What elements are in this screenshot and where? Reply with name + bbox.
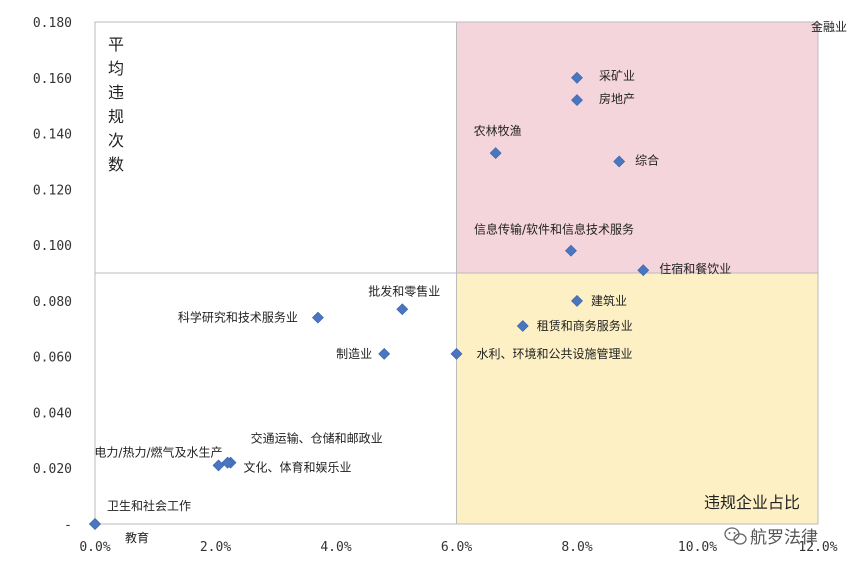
- quadrant-high-high: [456, 22, 818, 273]
- y-tick-label: -: [64, 518, 72, 533]
- data-point: [613, 155, 626, 168]
- point-label: 卫生和社会工作: [107, 498, 191, 513]
- point-label: 采矿业: [599, 69, 635, 83]
- point-label: 房地产: [599, 91, 635, 106]
- point-label: 综合: [635, 152, 659, 167]
- point-label: 文化、体育和娱乐业: [244, 460, 352, 475]
- data-point: [516, 320, 529, 332]
- x-tick-label: 4.0%: [320, 540, 351, 555]
- data-points: [89, 71, 650, 530]
- point-label: 金融业: [811, 19, 847, 34]
- point-label: 建筑业: [591, 293, 627, 308]
- data-point: [378, 347, 391, 360]
- y-tick-label: 0.120: [33, 183, 72, 198]
- data-point: [637, 264, 650, 277]
- y-axis-label-char: 规: [108, 107, 124, 126]
- data-point: [89, 518, 101, 530]
- y-tick-label: 0.180: [33, 16, 72, 31]
- data-point: [571, 71, 583, 84]
- y-axis-label-char: 违: [108, 83, 124, 102]
- y-tick-label: 0.140: [33, 128, 72, 143]
- point-label: 科学研究和技术服务业: [178, 310, 298, 325]
- data-point: [212, 459, 225, 472]
- y-tick-label: 0.160: [33, 72, 72, 87]
- data-point: [221, 456, 234, 469]
- data-point: [312, 311, 324, 324]
- y-tick-label: 0.020: [33, 462, 72, 477]
- x-axis-ticks: 0.0% 2.0% 4.0% 6.0% 8.0% 10.0% 12.0%: [79, 540, 837, 555]
- y-axis-label-char: 数: [108, 155, 124, 174]
- data-point: [489, 147, 502, 160]
- point-label: 交通运输、仓储和邮政业: [251, 431, 383, 446]
- y-axis-ticks: - 0.020 0.040 0.060 0.080 0.100 0.120 0.140 0.16…: [33, 16, 72, 533]
- point-label: 农林牧渔: [474, 124, 522, 138]
- wechat-icon: [724, 527, 747, 545]
- point-labels: 金融业采矿业房地产农林牧渔综合信息传输/软件和信息技术服务住宿和餐饮业批发和零售…: [94, 19, 847, 545]
- point-label: 水利、环境和公共设施管理业: [477, 346, 633, 361]
- data-point: [565, 244, 577, 257]
- data-point: [396, 303, 409, 316]
- point-label: 信息传输/软件和信息技术服务: [474, 222, 634, 237]
- point-label: 住宿和餐饮业: [659, 261, 731, 276]
- y-axis-label-char: 平: [108, 35, 124, 54]
- x-axis-label: 违规企业占比: [704, 493, 800, 512]
- watermark-text: 航罗法律: [750, 528, 818, 548]
- y-tick-label: 0.080: [33, 295, 72, 310]
- data-point: [571, 94, 583, 107]
- point-label: 电力/热力/燃气及水生产: [94, 444, 222, 459]
- x-tick-label: 2.0%: [200, 540, 231, 555]
- watermark: 航罗法律: [724, 527, 818, 548]
- x-tick-label: 0.0%: [79, 540, 110, 555]
- x-tick-label: 12.0%: [798, 540, 837, 555]
- data-point: [571, 294, 583, 307]
- y-axis-label-char: 均: [108, 59, 124, 78]
- data-point: [450, 347, 463, 360]
- quadrant-high-low: [456, 273, 818, 524]
- point-label: 批发和零售业: [368, 283, 440, 298]
- point-label: 租赁和商务服务业: [537, 318, 633, 333]
- y-tick-label: 0.040: [33, 406, 72, 421]
- x-tick-label: 10.0%: [678, 540, 717, 555]
- y-tick-label: 0.100: [33, 239, 72, 254]
- point-label: 教育: [125, 530, 149, 545]
- point-label: 制造业: [336, 347, 372, 361]
- x-tick-label: 6.0%: [441, 540, 472, 555]
- y-axis-label-char: 次: [108, 131, 124, 150]
- y-tick-label: 0.060: [33, 351, 72, 366]
- x-tick-label: 8.0%: [561, 540, 592, 555]
